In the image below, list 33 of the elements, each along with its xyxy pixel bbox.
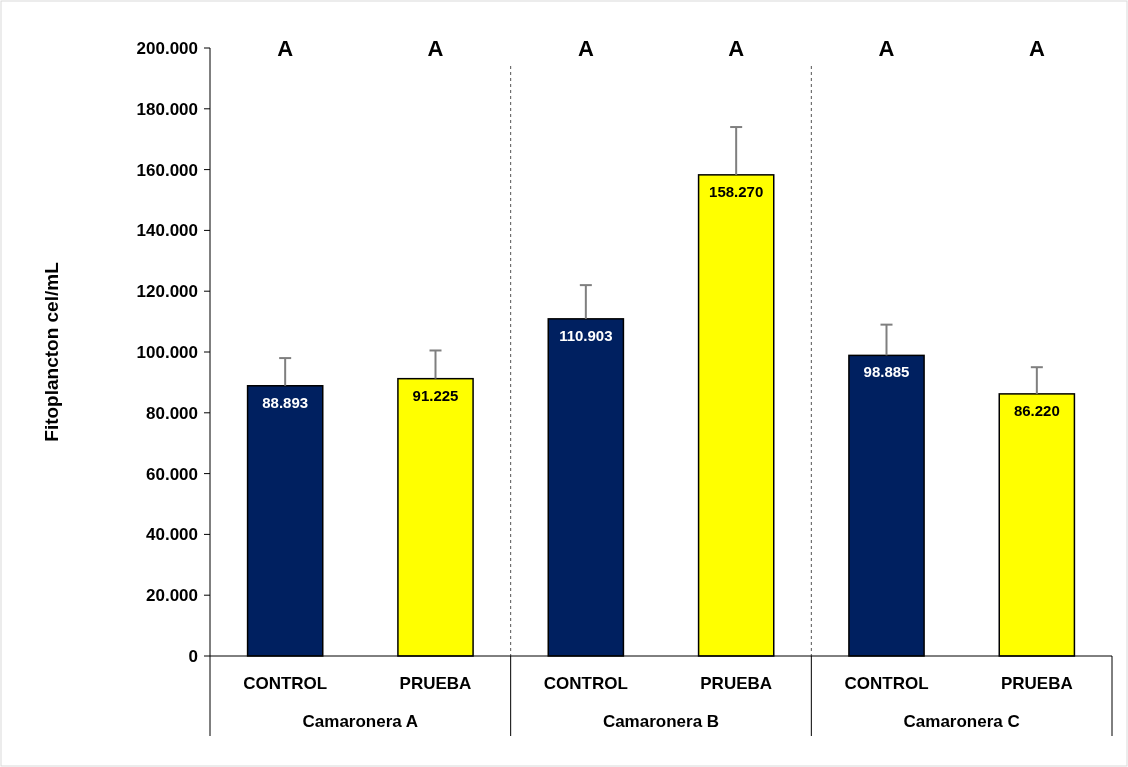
data-label: 158.270 — [709, 182, 764, 200]
x-tick-label: CONTROL — [543, 674, 628, 693]
y-tick-label: 40.000 — [146, 525, 198, 545]
x-tick-label: PRUEBA — [1000, 674, 1073, 693]
annotation: A — [878, 36, 895, 61]
annotation: A — [427, 36, 444, 61]
x-tick-label: CONTROL — [243, 674, 328, 693]
data-label: 91.225 — [412, 386, 459, 404]
y-tick-label: 20.000 — [146, 586, 198, 606]
data-label: 88.893 — [262, 393, 309, 411]
data-label: 86.220 — [1013, 401, 1060, 419]
y-tick-label: 100.000 — [136, 342, 198, 362]
y-tick-label: 80.000 — [146, 403, 198, 423]
text: Camaronera A — [302, 712, 419, 731]
annotation: A — [577, 36, 594, 61]
y-tick-label: 200.000 — [136, 38, 198, 58]
y-tick-label: 140.000 — [136, 221, 198, 241]
annotation: A — [728, 36, 745, 61]
text: Camaronera C — [903, 712, 1020, 731]
x-tick-label: PRUEBA — [700, 674, 773, 693]
annotation: A — [1028, 36, 1045, 61]
y-tick-label: 180.000 — [136, 99, 198, 119]
y-tick-label: 0 — [188, 646, 198, 666]
x-tick-label: CONTROL — [844, 674, 929, 693]
y-tick-label: 60.000 — [146, 464, 198, 484]
x-tick-label: PRUEBA — [399, 674, 472, 693]
annotation: A — [277, 36, 294, 61]
text: Camaronera B — [602, 712, 720, 731]
data-label: 98.885 — [863, 363, 910, 381]
y-tick-label: 120.000 — [136, 282, 198, 302]
y-axis-title: Fitoplancton cel/mL — [41, 261, 62, 442]
y-tick-label: 160.000 — [136, 160, 198, 180]
data-label: 110.903 — [559, 326, 613, 344]
